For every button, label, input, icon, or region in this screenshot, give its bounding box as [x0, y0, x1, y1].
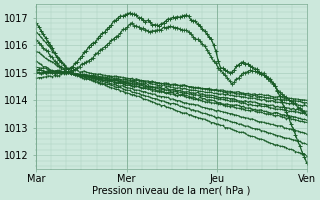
X-axis label: Pression niveau de la mer( hPa ): Pression niveau de la mer( hPa ) — [92, 186, 251, 196]
